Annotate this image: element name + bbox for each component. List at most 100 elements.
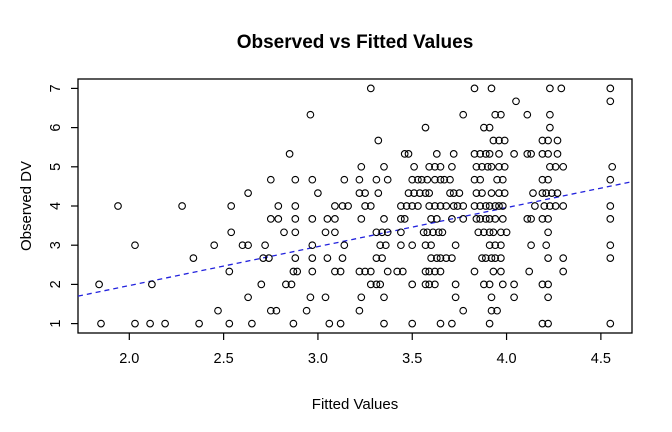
data-point xyxy=(402,202,411,210)
y-tick-label: 3 xyxy=(48,241,64,249)
data-point xyxy=(538,189,547,197)
data-point xyxy=(542,189,551,197)
data-point xyxy=(497,110,505,119)
data-point xyxy=(470,202,479,210)
data-point xyxy=(397,241,405,250)
data-point xyxy=(404,150,413,158)
data-point xyxy=(331,267,339,276)
data-point xyxy=(500,162,509,171)
x-tick-label: 2.0 xyxy=(119,351,139,367)
data-point xyxy=(449,189,458,197)
data-point xyxy=(431,162,439,171)
data-point xyxy=(551,202,560,210)
data-point xyxy=(248,319,256,328)
data-point xyxy=(361,202,369,210)
data-point xyxy=(397,228,405,237)
data-point xyxy=(497,254,505,262)
data-point xyxy=(325,319,334,328)
data-point xyxy=(148,280,156,289)
data-point xyxy=(606,84,615,93)
data-point xyxy=(527,150,535,158)
data-point xyxy=(523,215,532,223)
data-point xyxy=(355,175,364,184)
data-point xyxy=(400,215,409,223)
data-point xyxy=(131,241,139,250)
data-point xyxy=(480,228,488,237)
data-point xyxy=(308,241,317,250)
data-point xyxy=(491,254,500,262)
data-point xyxy=(448,319,456,328)
data-point xyxy=(491,202,500,210)
data-point xyxy=(400,150,409,158)
x-tick-label: 2.5 xyxy=(214,351,234,367)
data-point xyxy=(366,84,375,93)
data-point xyxy=(308,175,317,184)
data-point xyxy=(97,319,105,328)
data-point xyxy=(291,215,300,223)
data-point xyxy=(606,175,615,184)
data-point xyxy=(266,175,275,184)
data-point xyxy=(287,280,296,289)
data-point xyxy=(529,189,537,197)
data-point xyxy=(559,162,568,171)
data-point xyxy=(291,228,300,237)
data-point xyxy=(538,136,547,145)
data-point xyxy=(538,150,547,158)
data-point xyxy=(366,280,375,289)
data-point xyxy=(495,162,503,171)
data-point xyxy=(481,202,490,210)
data-point xyxy=(544,150,552,158)
data-point xyxy=(478,162,486,171)
data-point xyxy=(314,189,322,197)
data-point xyxy=(244,241,252,250)
data-point xyxy=(497,228,505,237)
data-point xyxy=(383,175,392,184)
data-point xyxy=(478,254,486,262)
data-point xyxy=(495,202,503,210)
data-point xyxy=(485,280,494,289)
data-point xyxy=(340,175,349,184)
data-point xyxy=(410,189,418,197)
data-point xyxy=(459,202,468,210)
data-point xyxy=(436,254,445,262)
data-point xyxy=(331,202,339,210)
data-point xyxy=(606,241,615,250)
data-point xyxy=(434,228,443,237)
data-point xyxy=(538,280,547,289)
data-point xyxy=(344,202,352,210)
data-point xyxy=(472,215,481,223)
data-point xyxy=(498,175,507,184)
data-point xyxy=(308,254,317,262)
data-point xyxy=(378,228,386,237)
data-point xyxy=(227,228,236,237)
data-point xyxy=(510,280,518,289)
data-point xyxy=(261,241,269,250)
data-point xyxy=(427,254,435,262)
data-point xyxy=(131,319,139,328)
data-point xyxy=(383,267,392,276)
data-point xyxy=(487,254,496,262)
data-point xyxy=(432,215,441,223)
data-point xyxy=(380,293,388,302)
data-point xyxy=(380,215,388,223)
data-point xyxy=(502,228,511,237)
data-point xyxy=(498,202,507,210)
data-point xyxy=(547,189,556,197)
data-point xyxy=(498,280,507,289)
data-point xyxy=(544,215,552,223)
data-point xyxy=(487,84,496,93)
data-point xyxy=(491,110,500,119)
data-point xyxy=(238,241,247,250)
data-point xyxy=(95,280,103,289)
data-point xyxy=(408,175,417,184)
plot-layer: 2.0 2.5 3.0 3.5 4.0 4.5 1 2 3 4 5 6 7 xyxy=(48,78,633,367)
data-point xyxy=(372,280,381,289)
data-point xyxy=(474,228,483,237)
data-point xyxy=(476,150,485,158)
x-tick-label: 3.5 xyxy=(402,351,422,367)
data-point xyxy=(559,254,568,262)
data-point xyxy=(544,136,552,145)
data-point xyxy=(383,228,392,237)
data-point xyxy=(523,110,532,119)
data-point xyxy=(423,228,432,237)
